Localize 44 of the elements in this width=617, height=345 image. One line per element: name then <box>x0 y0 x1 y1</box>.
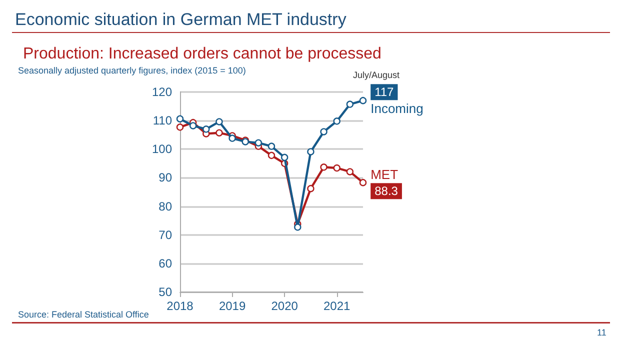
point <box>254 139 262 146</box>
point <box>216 118 223 126</box>
point <box>268 142 276 150</box>
y-tick-label: 90 <box>158 170 172 185</box>
x-tick-label: 2018 <box>166 299 194 313</box>
y-tick-label: 70 <box>158 228 172 242</box>
point <box>189 122 197 130</box>
data-label: 117 <box>374 85 394 100</box>
y-tick-label: 100 <box>152 142 172 156</box>
legend-label: Incoming <box>370 101 424 116</box>
y-tick-label: 120 <box>152 85 172 99</box>
point <box>333 118 340 125</box>
y-tick-label: 110 <box>152 114 172 128</box>
series-label: MET <box>370 167 398 182</box>
point <box>359 178 367 186</box>
point <box>333 164 340 172</box>
point <box>320 128 328 136</box>
y-tick-label: 80 <box>158 199 172 214</box>
chart-title: Economic situation in German MET industry <box>15 10 347 29</box>
point <box>307 148 314 156</box>
x-tick-label: 2020 <box>271 299 298 313</box>
point <box>202 126 210 133</box>
y-tick-label: 60 <box>158 256 172 270</box>
point <box>176 124 184 131</box>
point <box>268 152 276 160</box>
y-tick-label: 50 <box>158 285 172 299</box>
point <box>280 154 288 162</box>
data-label: 88.3 <box>374 184 398 198</box>
point <box>346 100 354 108</box>
point <box>346 168 354 176</box>
point <box>307 184 314 192</box>
chart-subtitle: Production: Increased orders cannot be processed <box>23 46 382 62</box>
source-note: Source: Federal Statistical Office <box>18 310 149 320</box>
point <box>216 129 223 136</box>
point <box>359 96 367 104</box>
point <box>320 164 328 171</box>
point <box>294 224 302 231</box>
point <box>228 134 236 142</box>
annotation: July/August <box>353 70 400 80</box>
point <box>176 115 184 122</box>
x-tick-label: 2021 <box>324 299 351 313</box>
y-axis-title: Seasonally adjusted quarterly figures, index (2015 = 100) <box>18 66 246 76</box>
x-tick-label: 2019 <box>218 299 246 313</box>
text: 11 <box>597 328 606 338</box>
